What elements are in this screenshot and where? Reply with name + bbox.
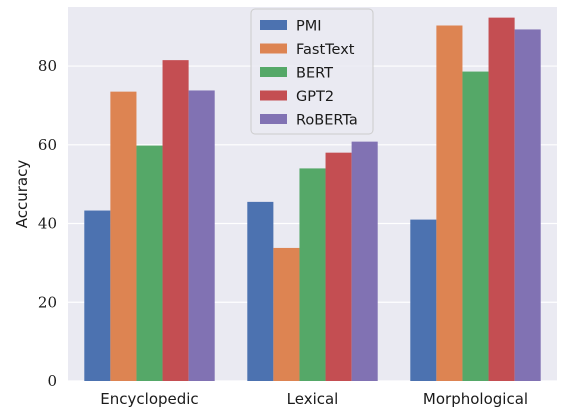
legend-label-bert: BERT bbox=[296, 66, 333, 82]
bar-roberta-encyclopedic bbox=[188, 90, 215, 381]
bar-fasttext-encyclopedic bbox=[110, 91, 137, 382]
x-category-label: Lexical bbox=[287, 390, 339, 408]
legend: PMI FastText BERT GPT2 RoBERTa bbox=[250, 8, 374, 135]
bar-pmi-encyclopedic bbox=[84, 210, 111, 381]
y-tick-label: 40 bbox=[38, 215, 57, 233]
y-tick-label: 20 bbox=[38, 293, 57, 311]
legend-label-gpt2: GPT2 bbox=[296, 89, 334, 105]
y-tick-label: 80 bbox=[38, 57, 57, 75]
bars-group bbox=[84, 17, 541, 382]
legend-swatch-fasttext bbox=[260, 43, 287, 54]
bar-roberta-morphological bbox=[514, 29, 541, 381]
y-tick-label: 0 bbox=[47, 372, 57, 390]
legend-swatch-pmi bbox=[260, 20, 287, 30]
x-category-label: Morphological bbox=[423, 390, 528, 408]
x-axis-categories: Encyclopedic Lexical Morphological bbox=[100, 390, 528, 408]
bar-bert-lexical bbox=[299, 168, 326, 381]
bar-fasttext-lexical bbox=[273, 247, 300, 381]
legend-swatch-gpt2 bbox=[260, 90, 287, 101]
y-axis-ticks: 0 20 40 60 80 bbox=[38, 57, 57, 390]
x-category-label: Encyclopedic bbox=[100, 390, 198, 408]
legend-box bbox=[250, 8, 374, 135]
y-tick-label: 60 bbox=[38, 136, 57, 154]
bar-bert-encyclopedic bbox=[136, 145, 163, 381]
bar-gpt2-encyclopedic bbox=[162, 60, 189, 381]
bar-pmi-morphological bbox=[410, 219, 437, 381]
bar-roberta-lexical bbox=[351, 141, 378, 381]
legend-label-pmi: PMI bbox=[296, 19, 322, 35]
bar-bert-morphological bbox=[462, 71, 489, 381]
bar-fasttext-morphological bbox=[436, 25, 463, 381]
legend-swatch-roberta bbox=[260, 114, 287, 124]
y-axis-title: Accuracy bbox=[13, 160, 31, 229]
bar-gpt2-morphological bbox=[488, 17, 515, 381]
legend-label-roberta: RoBERTa bbox=[296, 113, 358, 129]
legend-swatch-bert bbox=[260, 67, 287, 77]
bar-gpt2-lexical bbox=[325, 152, 352, 381]
legend-label-fasttext: FastText bbox=[296, 42, 355, 58]
bar-pmi-lexical bbox=[247, 201, 274, 381]
